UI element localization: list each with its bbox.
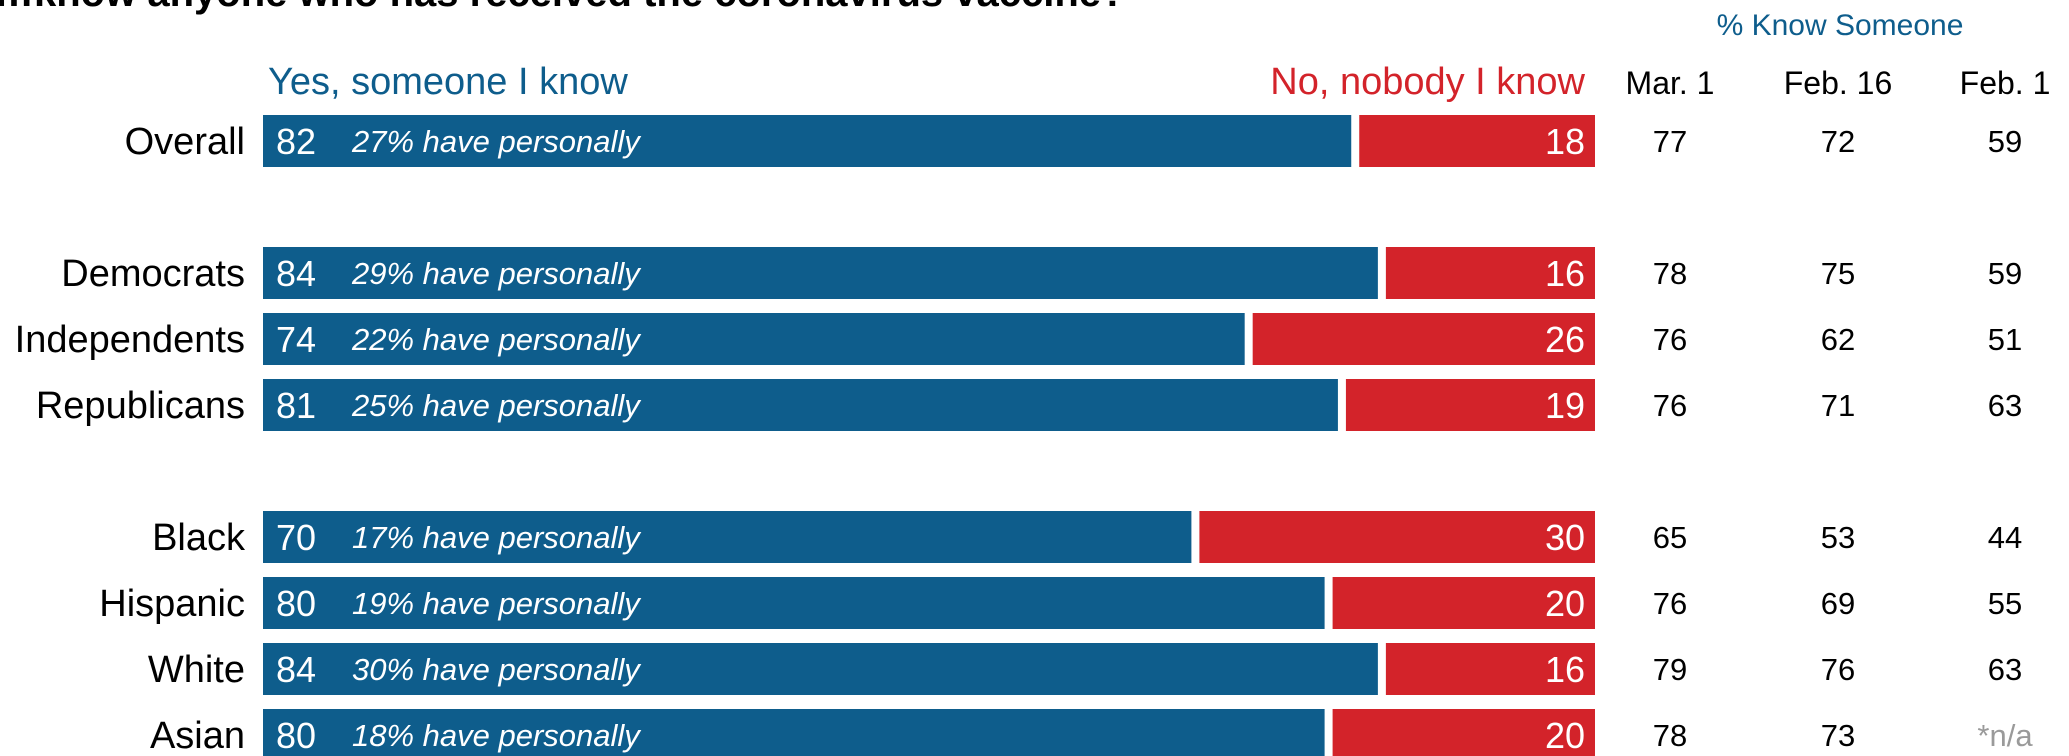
value-yes-hispanic: 80 — [276, 583, 316, 624]
trend-value-asian-1: 73 — [1821, 718, 1855, 753]
bar-yes-asian — [263, 709, 1325, 756]
trend-value-black-2: 44 — [1988, 520, 2022, 555]
bar-yes-overall — [263, 115, 1352, 167]
trend-col-header-mar1: Mar. 1 — [1626, 65, 1715, 101]
trend-col-header-feb1: Feb. 1 — [1960, 65, 2051, 101]
legend-no: No, nobody I know — [1270, 61, 1585, 103]
row-label-republicans: Republicans — [36, 385, 245, 427]
bar-no-republicans — [1345, 379, 1595, 431]
trend-value-overall-0: 77 — [1653, 124, 1687, 159]
bar-yes-hispanic — [263, 577, 1325, 629]
chart-title: …know anyone who has received the corona… — [0, 0, 1125, 15]
trend-value-independents-0: 76 — [1653, 322, 1687, 357]
annotation-independents: 22% have personally — [351, 322, 642, 357]
bar-yes-white — [263, 643, 1378, 695]
trend-value-democrats-1: 75 — [1821, 256, 1855, 291]
row-label-black: Black — [152, 517, 246, 559]
trend-col-header-feb16: Feb. 16 — [1784, 65, 1893, 101]
value-yes-asian: 80 — [276, 715, 316, 756]
trend-value-white-2: 63 — [1988, 652, 2022, 687]
trend-value-independents-2: 51 — [1988, 322, 2022, 357]
value-yes-republicans: 81 — [276, 385, 316, 426]
annotation-overall: 27% have personally — [351, 124, 642, 159]
annotation-hispanic: 19% have personally — [352, 586, 642, 621]
trend-value-white-1: 76 — [1821, 652, 1855, 687]
value-no-white: 16 — [1545, 649, 1585, 690]
value-yes-white: 84 — [276, 649, 316, 690]
trend-value-white-0: 79 — [1653, 652, 1687, 687]
annotation-republicans: 25% have personally — [351, 388, 642, 423]
row-label-independents: Independents — [15, 319, 245, 361]
row-label-white: White — [148, 649, 245, 691]
annotation-democrats: 29% have personally — [351, 256, 642, 291]
bar-rows: Overall 82 27% have personally 18 77 72 59 Demo… — [15, 115, 2033, 756]
trend-value-asian-0: 78 — [1653, 718, 1687, 753]
value-yes-black: 70 — [276, 517, 316, 558]
trend-value-hispanic-2: 55 — [1988, 586, 2022, 621]
bar-yes-independents — [263, 313, 1245, 365]
trend-value-independents-1: 62 — [1821, 322, 1855, 357]
bar-no-independents — [1252, 313, 1595, 365]
bar-yes-black — [263, 511, 1192, 563]
trend-value-black-1: 53 — [1821, 520, 1855, 555]
value-yes-overall: 82 — [276, 121, 316, 162]
value-no-asian: 20 — [1545, 715, 1585, 756]
annotation-white: 30% have personally — [352, 652, 642, 687]
bar-yes-republicans — [263, 379, 1338, 431]
value-yes-independents: 74 — [276, 319, 316, 360]
trend-value-republicans-1: 71 — [1821, 388, 1855, 423]
trend-value-overall-1: 72 — [1821, 124, 1855, 159]
trend-value-hispanic-0: 76 — [1653, 586, 1687, 621]
trend-value-asian-2: *n/a — [1977, 718, 2033, 753]
value-no-independents: 26 — [1545, 319, 1585, 360]
value-no-black: 30 — [1545, 517, 1585, 558]
row-label-hispanic: Hispanic — [99, 583, 245, 625]
bar-no-asian — [1332, 709, 1595, 756]
row-label-asian: Asian — [150, 715, 245, 756]
trend-value-hispanic-1: 69 — [1821, 586, 1855, 621]
bar-no-hispanic — [1332, 577, 1595, 629]
trend-value-democrats-2: 59 — [1988, 256, 2022, 291]
value-no-overall: 18 — [1545, 121, 1585, 162]
bar-no-overall — [1359, 115, 1595, 167]
row-label-democrats: Democrats — [61, 253, 245, 295]
trend-value-republicans-2: 63 — [1988, 388, 2022, 423]
value-no-republicans: 19 — [1545, 385, 1585, 426]
trend-header: % Know Someone — [1717, 9, 1964, 42]
trend-value-democrats-0: 78 — [1653, 256, 1687, 291]
bar-yes-democrats — [263, 247, 1378, 299]
legend-yes: Yes, someone I know — [268, 61, 628, 103]
bar-no-white — [1385, 643, 1595, 695]
value-no-democrats: 16 — [1545, 253, 1585, 294]
row-label-overall: Overall — [125, 121, 245, 163]
bar-no-black — [1199, 511, 1595, 563]
annotation-black: 17% have personally — [352, 520, 642, 555]
value-yes-democrats: 84 — [276, 253, 316, 294]
value-no-hispanic: 20 — [1545, 583, 1585, 624]
trend-value-republicans-0: 76 — [1653, 388, 1687, 423]
annotation-asian: 18% have personally — [352, 718, 642, 753]
trend-value-black-0: 65 — [1653, 520, 1687, 555]
bar-no-democrats — [1385, 247, 1595, 299]
trend-value-overall-2: 59 — [1988, 124, 2022, 159]
